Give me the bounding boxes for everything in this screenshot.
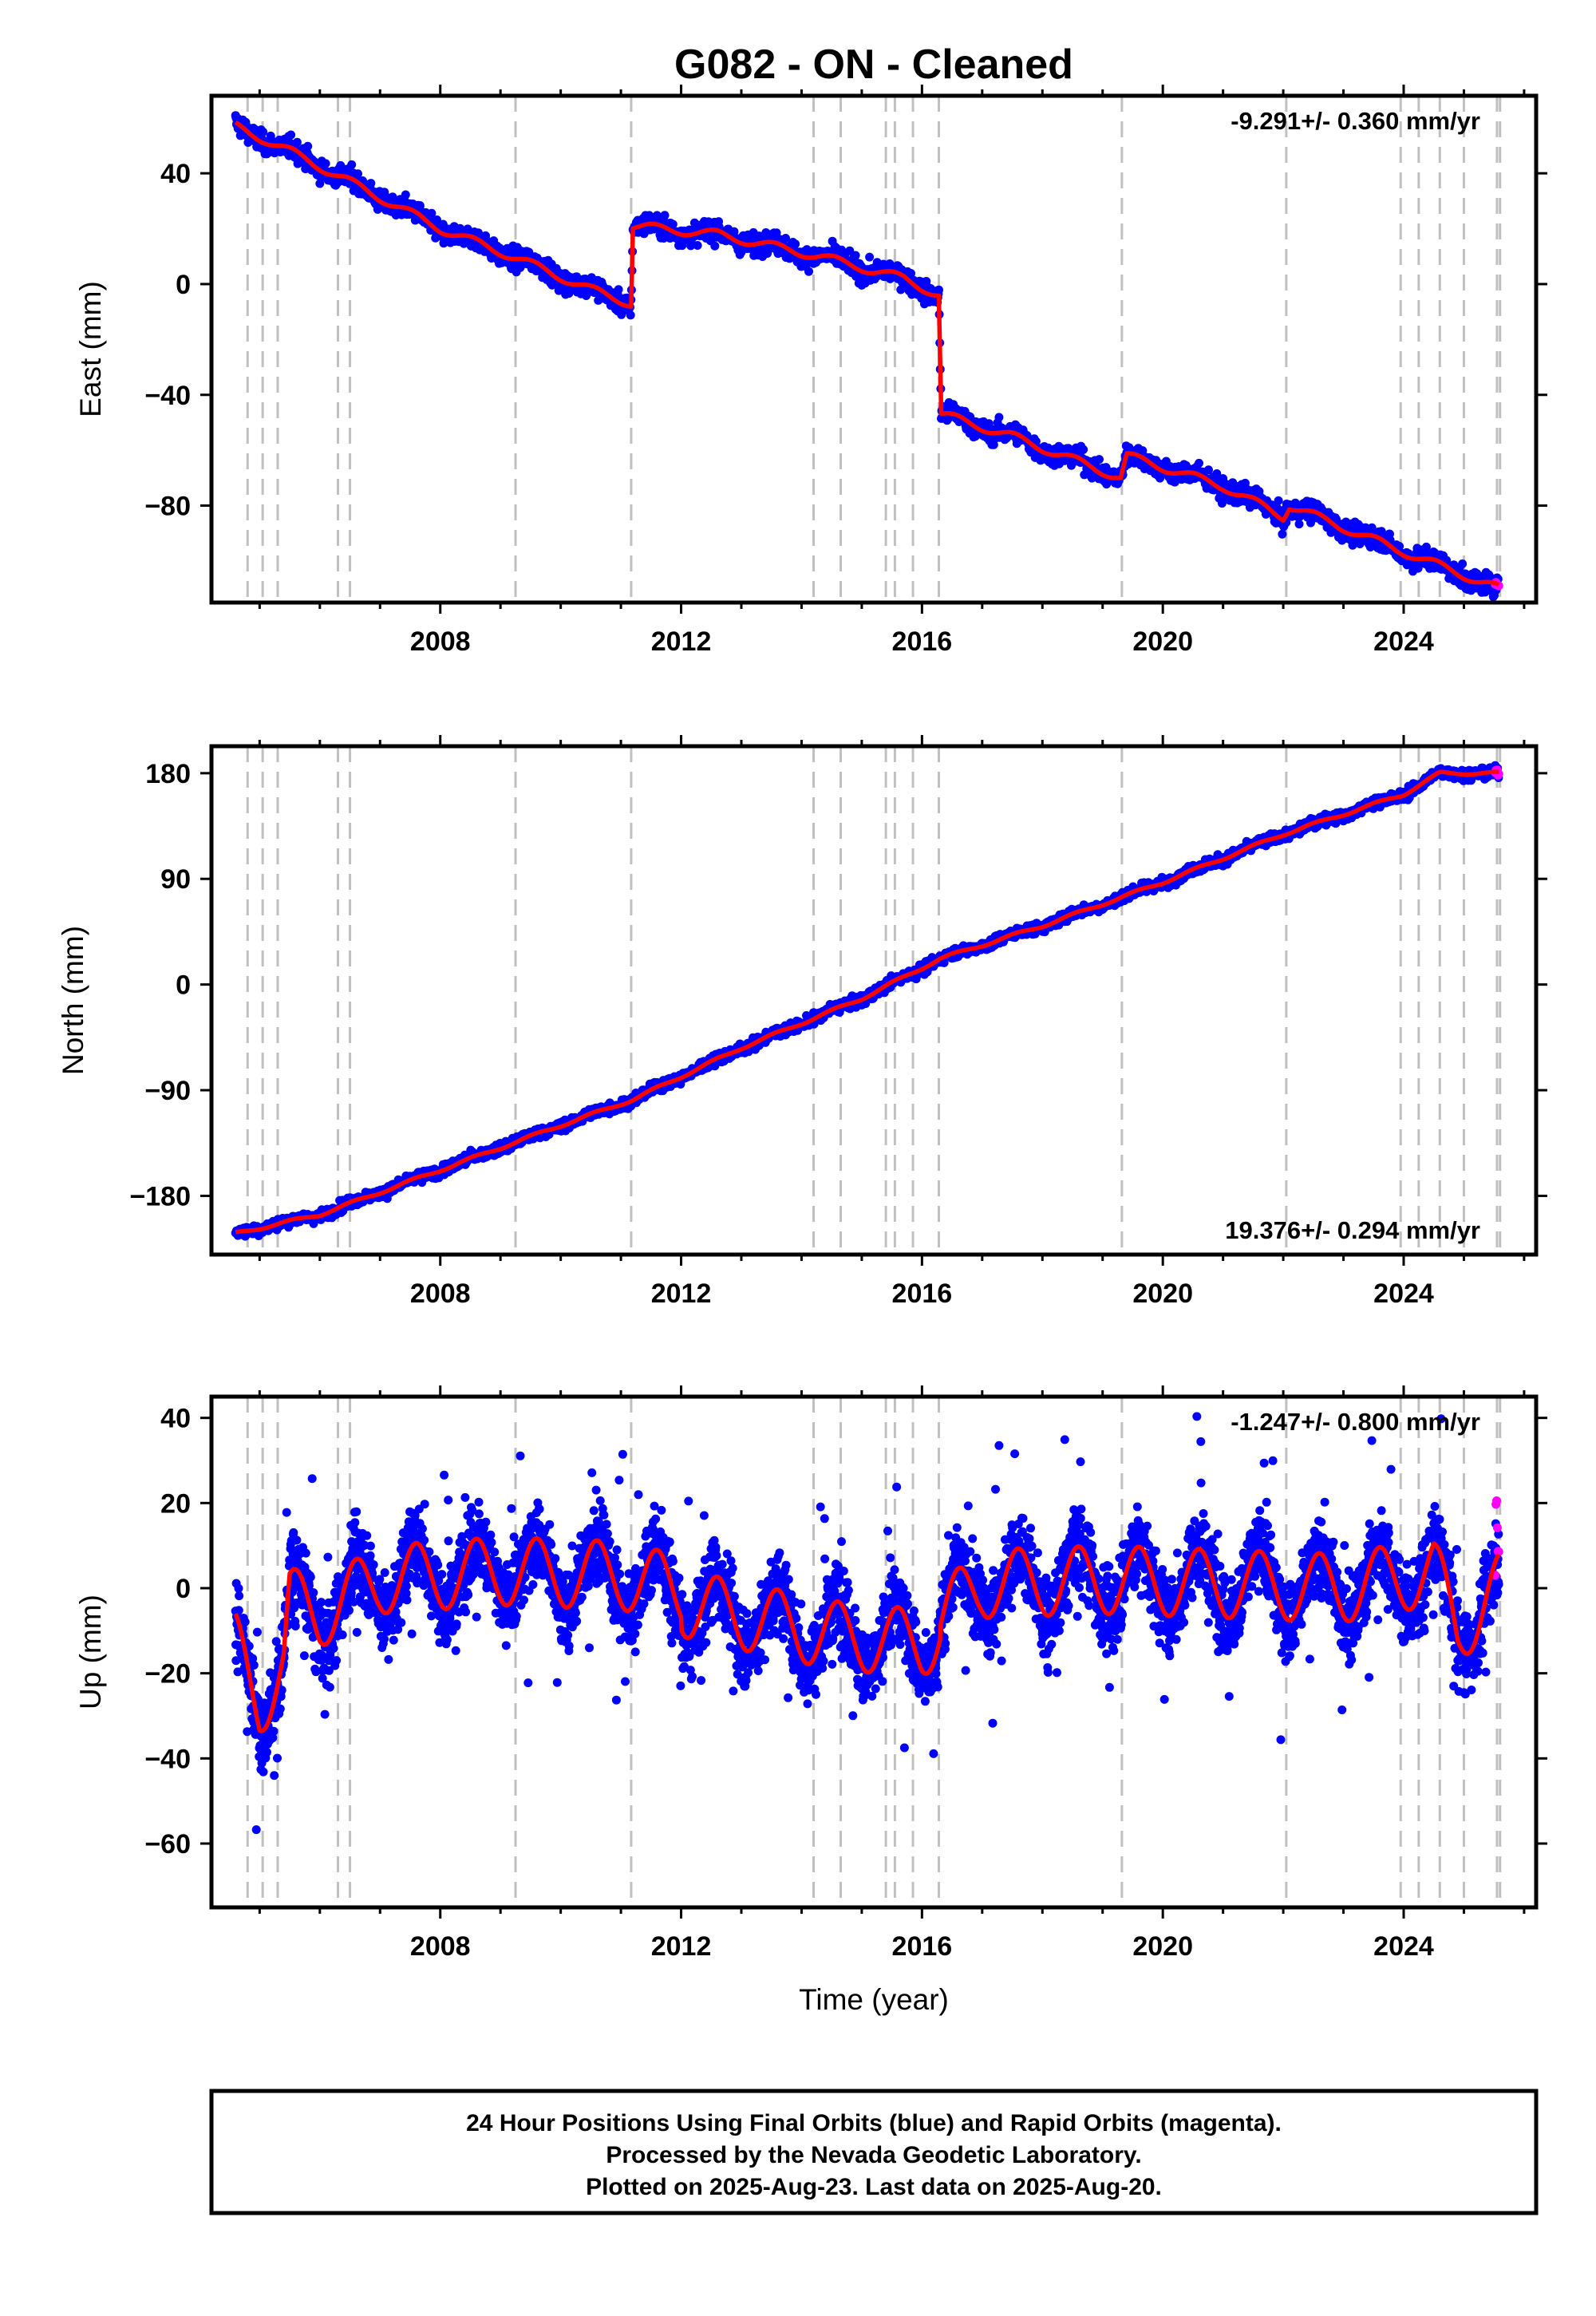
east-point (1095, 455, 1104, 464)
east-y-tick-label: −80 (144, 492, 191, 522)
east-point (710, 241, 720, 251)
east-point (1274, 496, 1283, 505)
east-point (614, 285, 623, 294)
east-point (303, 141, 313, 151)
east-point (626, 310, 635, 320)
east-point (1195, 458, 1203, 468)
east-point (401, 190, 410, 200)
figure-title: G082 - ON - Cleaned (674, 41, 1073, 88)
east-point (668, 219, 678, 229)
east-point (934, 285, 943, 294)
east-point (1278, 529, 1287, 539)
east-point (660, 211, 670, 220)
east-ylabel: East (mm) (74, 281, 107, 417)
east-point (366, 179, 376, 188)
east-point (292, 137, 302, 147)
east-point (729, 227, 739, 236)
east-point (427, 208, 437, 218)
east-point (804, 267, 813, 276)
east-x-tick-label: 2012 (651, 626, 712, 657)
east-point (286, 130, 296, 140)
east-point (433, 215, 441, 224)
east-marks: 2008 2012 2016 2020 2024 40 0 −40 −80 (144, 85, 1547, 657)
east-point (347, 160, 357, 169)
east-y-tick-label: 40 (160, 159, 191, 189)
east-point (1079, 445, 1088, 454)
east-point (321, 159, 330, 168)
east-point (693, 241, 702, 250)
east-x-tick-label: 2008 (410, 626, 471, 657)
east-point (865, 252, 875, 262)
east-point (259, 127, 268, 136)
east-point (791, 239, 800, 249)
east-x-tick-label: 2020 (1132, 626, 1193, 657)
east-x-tick-label: 2024 (1373, 626, 1434, 657)
east-rate-label: -9.291+/- 0.360 mm/yr (1231, 107, 1480, 135)
east-point (1458, 559, 1468, 568)
east-y-tick-label: 0 (176, 270, 191, 300)
east-point (994, 413, 1004, 422)
east-point (678, 241, 687, 251)
east-point (1204, 465, 1213, 475)
east-x-tick-label: 2016 (892, 626, 953, 657)
east-y-tick-label: −40 (144, 381, 191, 411)
east-point (354, 169, 362, 179)
